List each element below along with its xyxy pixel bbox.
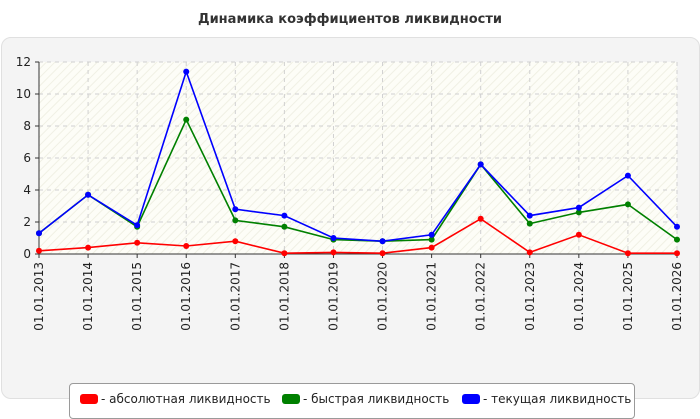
x-tick-label: 01.01.2024 [572, 262, 586, 331]
data-point [183, 243, 190, 249]
chart-title: Динамика коэффициентов ликвидности [198, 12, 502, 27]
series-line [38, 217, 677, 255]
data-point [526, 212, 533, 219]
x-tick-label: 01.01.2013 [32, 262, 46, 331]
line-chart: 0 2 4 6 8 10 12 01.01.2013 01.01.2014 01.01.2015… [16, 55, 684, 331]
data-point [36, 247, 42, 254]
data-point [575, 231, 582, 238]
data-point [624, 172, 631, 179]
data-point [575, 204, 582, 211]
legend-label: - текущая ликвидность [483, 392, 632, 406]
legend-label: - быстрая ликвидность [303, 392, 450, 406]
data-point [379, 250, 386, 257]
data-point [85, 244, 92, 251]
x-tick-label: 01.01.2019 [326, 262, 340, 331]
x-tick-label: 01.01.2025 [621, 262, 635, 331]
x-tick-label: 01.01.2023 [523, 262, 537, 331]
legend-label: - абсолютная ликвидность [101, 392, 271, 406]
y-axis-ticks: 0 2 4 6 8 10 12 [16, 55, 31, 261]
data-point [281, 223, 288, 230]
legend-item: - текущая ликвидность [462, 392, 631, 406]
data-point [134, 222, 141, 229]
y-tick-label: 6 [23, 151, 31, 165]
data-point [624, 201, 631, 208]
data-point [526, 220, 533, 227]
x-axis-ticks: 01.01.2013 01.01.2014 01.01.2015 01.01.2016… [32, 262, 684, 331]
data-point [330, 249, 337, 256]
data-point [36, 230, 42, 237]
series-layer [36, 68, 680, 257]
data-point [674, 223, 680, 230]
data-point [379, 238, 386, 245]
data-point [526, 249, 533, 256]
data-point [477, 215, 484, 222]
y-tick-label: 10 [16, 87, 31, 101]
legend-item: - быстрая ликвидность [282, 392, 449, 406]
x-tick-label: 01.01.2015 [130, 262, 144, 331]
legend-swatch [80, 394, 98, 404]
chart-panel: 0 2 4 6 8 10 12 01.01.2013 01.01.2014 01.01.2015… [1, 37, 700, 419]
axes [35, 61, 678, 258]
data-point [575, 209, 582, 216]
series-line [38, 69, 678, 243]
data-point [134, 239, 141, 246]
x-tick-label: 01.01.2021 [425, 262, 439, 331]
series-3 [36, 68, 680, 245]
data-point [281, 212, 288, 219]
data-point [85, 191, 92, 198]
legend-swatch [282, 394, 300, 404]
series-1 [36, 215, 680, 257]
x-tick-label: 01.01.2020 [376, 262, 390, 331]
x-tick-label: 01.01.2014 [81, 262, 95, 331]
data-point [183, 68, 190, 75]
y-tick-label: 0 [23, 247, 31, 261]
x-tick-label: 01.01.2026 [670, 262, 684, 331]
data-point [232, 238, 239, 245]
data-point [674, 236, 680, 243]
data-point [183, 116, 190, 123]
data-point [624, 250, 631, 257]
legend-item: - абсолютная ликвидность [80, 392, 271, 406]
data-point [428, 244, 435, 251]
data-point [330, 235, 337, 241]
x-tick-label: 01.01.2017 [228, 262, 242, 331]
data-point [428, 231, 435, 238]
data-point [232, 217, 239, 224]
y-tick-label: 12 [16, 55, 31, 69]
y-tick-label: 4 [23, 183, 31, 197]
y-tick-label: 8 [23, 119, 31, 133]
legend: - абсолютная ликвидность - быстрая ликвид… [69, 383, 635, 419]
y-tick-label: 2 [23, 215, 31, 229]
data-point [674, 250, 680, 257]
data-point [281, 250, 288, 257]
data-point [477, 161, 484, 168]
data-point [232, 206, 239, 213]
data-point [428, 236, 435, 243]
x-tick-label: 01.01.2022 [474, 262, 488, 331]
x-tick-label: 01.01.2016 [179, 262, 193, 331]
x-tick-label: 01.01.2018 [277, 262, 291, 331]
legend-swatch [462, 394, 480, 404]
